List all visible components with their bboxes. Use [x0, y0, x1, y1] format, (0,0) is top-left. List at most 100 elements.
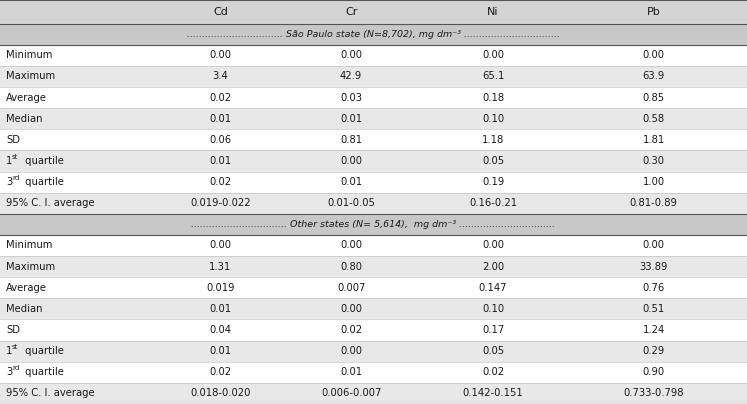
Text: Average: Average	[6, 283, 47, 293]
Text: 0.29: 0.29	[642, 346, 665, 356]
Text: Median: Median	[6, 114, 43, 124]
Text: 0.01: 0.01	[209, 114, 232, 124]
Text: 0.142-0.151: 0.142-0.151	[462, 388, 524, 398]
Text: 0.02: 0.02	[209, 367, 232, 377]
Text: SD: SD	[6, 325, 20, 335]
Bar	[0, 256, 747, 277]
Text: 1.00: 1.00	[642, 177, 665, 187]
Bar	[0, 214, 747, 235]
Text: Ni: Ni	[487, 7, 499, 17]
Text: 0.04: 0.04	[209, 325, 232, 335]
Text: rd: rd	[12, 366, 19, 372]
Text: 0.00: 0.00	[340, 346, 362, 356]
Text: quartile: quartile	[22, 346, 64, 356]
Text: 0.019-0.022: 0.019-0.022	[190, 198, 251, 208]
Text: 0.00: 0.00	[482, 50, 504, 60]
Text: 2.00: 2.00	[482, 262, 504, 271]
Text: 3: 3	[6, 177, 12, 187]
Text: st: st	[12, 154, 19, 160]
Text: 0.00: 0.00	[642, 50, 665, 60]
Bar	[0, 235, 747, 256]
Text: 0.01: 0.01	[340, 177, 362, 187]
Text: 1.81: 1.81	[642, 135, 665, 145]
Text: 1.31: 1.31	[209, 262, 232, 271]
Text: 0.01: 0.01	[209, 156, 232, 166]
Bar	[0, 362, 747, 383]
Text: 0.01: 0.01	[340, 114, 362, 124]
Text: 0.58: 0.58	[642, 114, 665, 124]
Text: 0.02: 0.02	[482, 367, 504, 377]
Text: 0.18: 0.18	[482, 93, 504, 103]
Text: Minimum: Minimum	[6, 240, 52, 250]
Text: Maximum: Maximum	[6, 262, 55, 271]
Text: 0.01-0.05: 0.01-0.05	[327, 198, 375, 208]
Bar	[0, 341, 747, 362]
Text: 0.00: 0.00	[209, 50, 232, 60]
Text: 33.89: 33.89	[639, 262, 668, 271]
Bar	[0, 45, 747, 66]
Bar	[0, 277, 747, 298]
Text: 0.05: 0.05	[482, 156, 504, 166]
Text: 95% C. I. average: 95% C. I. average	[6, 388, 95, 398]
Bar	[0, 87, 747, 108]
Text: 0.81: 0.81	[340, 135, 362, 145]
Text: quartile: quartile	[22, 367, 64, 377]
Text: 0.80: 0.80	[340, 262, 362, 271]
Text: 63.9: 63.9	[642, 72, 665, 82]
Text: 0.30: 0.30	[642, 156, 665, 166]
Text: 0.05: 0.05	[482, 346, 504, 356]
Text: 0.007: 0.007	[337, 283, 365, 293]
Bar	[0, 320, 747, 341]
Text: 0.02: 0.02	[209, 93, 232, 103]
Text: Cd: Cd	[213, 7, 228, 17]
Bar	[0, 108, 747, 129]
Text: 0.06: 0.06	[209, 135, 232, 145]
Text: 65.1: 65.1	[482, 72, 504, 82]
Text: 0.00: 0.00	[340, 240, 362, 250]
Text: 0.81-0.89: 0.81-0.89	[630, 198, 678, 208]
Text: 0.00: 0.00	[482, 240, 504, 250]
Text: 42.9: 42.9	[340, 72, 362, 82]
Bar	[0, 66, 747, 87]
Text: 0.02: 0.02	[209, 177, 232, 187]
Text: 0.019: 0.019	[206, 283, 235, 293]
Text: 0.02: 0.02	[340, 325, 362, 335]
Bar	[0, 193, 747, 214]
Text: 0.10: 0.10	[482, 114, 504, 124]
Text: 0.00: 0.00	[340, 156, 362, 166]
Text: 0.733-0.798: 0.733-0.798	[624, 388, 684, 398]
Text: Cr: Cr	[345, 7, 357, 17]
Bar	[0, 298, 747, 320]
Text: quartile: quartile	[22, 156, 64, 166]
Text: 0.01: 0.01	[209, 346, 232, 356]
Text: Average: Average	[6, 93, 47, 103]
Bar	[0, 129, 747, 150]
Bar	[0, 383, 747, 404]
Text: Maximum: Maximum	[6, 72, 55, 82]
Text: 1.18: 1.18	[482, 135, 504, 145]
Text: 0.006-0.007: 0.006-0.007	[321, 388, 381, 398]
Text: 0.00: 0.00	[340, 304, 362, 314]
Text: 0.01: 0.01	[340, 367, 362, 377]
Text: quartile: quartile	[22, 177, 64, 187]
Text: 0.018-0.020: 0.018-0.020	[190, 388, 250, 398]
Text: ................................ São Paulo state (N=8,702), mg dm⁻³ ............: ................................ São Pau…	[187, 29, 560, 39]
Text: Pb: Pb	[647, 7, 660, 17]
Text: 0.00: 0.00	[209, 240, 232, 250]
Text: 0.10: 0.10	[482, 304, 504, 314]
Text: 1: 1	[6, 346, 13, 356]
Text: 0.17: 0.17	[482, 325, 504, 335]
Text: 0.85: 0.85	[642, 93, 665, 103]
Text: 3: 3	[6, 367, 12, 377]
Text: 1.24: 1.24	[642, 325, 665, 335]
Text: 0.147: 0.147	[479, 283, 507, 293]
Text: 0.76: 0.76	[642, 283, 665, 293]
Text: Minimum: Minimum	[6, 50, 52, 60]
Text: 0.01: 0.01	[209, 304, 232, 314]
Text: 0.51: 0.51	[642, 304, 665, 314]
Text: 0.16-0.21: 0.16-0.21	[469, 198, 517, 208]
Text: 1: 1	[6, 156, 13, 166]
Text: 0.03: 0.03	[340, 93, 362, 103]
Bar	[0, 23, 747, 45]
Bar	[0, 0, 747, 23]
